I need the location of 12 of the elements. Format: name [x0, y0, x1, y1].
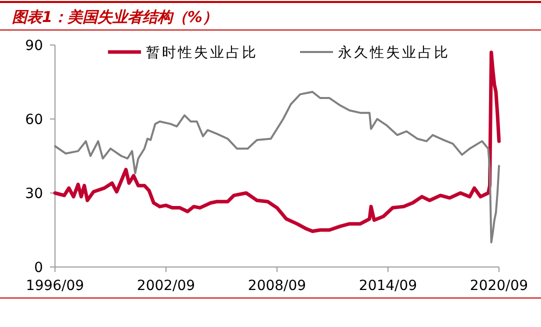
x-tick-label: 2014/09	[358, 278, 418, 294]
chart-title: 图表1：美国失业者结构（%）	[12, 8, 218, 26]
y-tick-label: 60	[25, 112, 43, 128]
legend-label: 永久性失业占比	[338, 45, 450, 61]
x-tick-label: 2002/09	[136, 278, 196, 294]
x-tick-label: 1996/09	[26, 278, 84, 294]
x-tick-label: 2008/09	[248, 278, 306, 294]
y-tick-label: 90	[25, 38, 43, 54]
x-tick-label: 2020/09	[470, 278, 528, 294]
y-tick-label: 0	[34, 260, 43, 276]
y-tick-label: 30	[25, 186, 43, 202]
legend-label: 暂时性失业占比	[146, 45, 258, 61]
